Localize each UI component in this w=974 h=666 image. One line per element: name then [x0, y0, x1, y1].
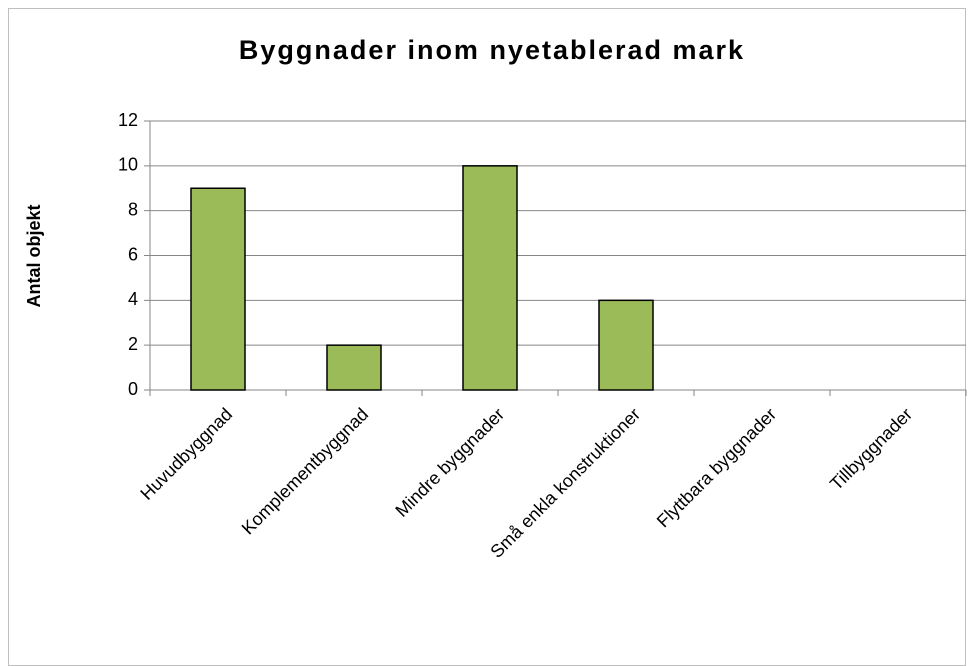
y-tick-label: 12 — [118, 110, 138, 130]
y-tick-label: 6 — [128, 244, 138, 264]
y-tick-label: 8 — [128, 199, 138, 219]
bar — [190, 187, 246, 391]
y-tick-label: 4 — [128, 289, 138, 309]
y-axis-label: Antal objekt — [24, 204, 44, 307]
bar — [598, 299, 654, 391]
bar — [462, 165, 518, 391]
bar — [326, 344, 382, 391]
y-tick-label: 10 — [118, 155, 138, 175]
chart-title: Byggnader inom nyetablerad mark — [239, 35, 745, 65]
y-tick-label: 0 — [128, 379, 138, 399]
y-tick-label: 2 — [128, 334, 138, 354]
